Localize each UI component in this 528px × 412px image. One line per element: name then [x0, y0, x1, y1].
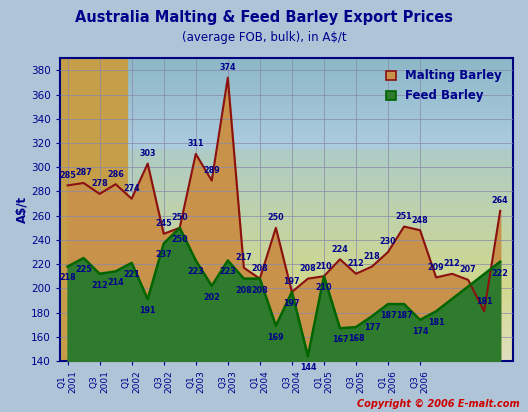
Text: 264: 264	[492, 196, 508, 205]
Text: 274: 274	[124, 184, 140, 193]
Text: 214: 214	[107, 279, 124, 287]
Text: 187: 187	[380, 311, 397, 320]
Text: 210: 210	[316, 283, 332, 292]
Text: 287: 287	[75, 169, 92, 178]
Text: 237: 237	[155, 250, 172, 260]
Text: 285: 285	[59, 171, 76, 180]
Text: 311: 311	[187, 139, 204, 148]
Text: 202: 202	[203, 293, 220, 302]
Text: 210: 210	[316, 262, 332, 271]
Text: 224: 224	[332, 245, 348, 254]
Text: 251: 251	[395, 212, 412, 221]
Text: 208: 208	[235, 286, 252, 295]
Text: 181: 181	[428, 318, 445, 327]
Text: 174: 174	[412, 327, 428, 336]
Text: 278: 278	[91, 179, 108, 188]
Text: 245: 245	[155, 219, 172, 228]
Text: Copyright © 2006 E-malt.com: Copyright © 2006 E-malt.com	[357, 399, 520, 409]
Text: 212: 212	[347, 259, 364, 268]
Text: 374: 374	[220, 63, 236, 72]
Text: 250: 250	[268, 213, 284, 222]
Text: 191: 191	[139, 306, 156, 315]
Text: 289: 289	[203, 166, 220, 175]
Text: 303: 303	[139, 149, 156, 158]
Text: 212: 212	[91, 281, 108, 290]
Text: 167: 167	[332, 335, 348, 344]
Legend: Malting Barley, Feed Barley: Malting Barley, Feed Barley	[381, 64, 507, 108]
Text: 230: 230	[380, 237, 397, 246]
Text: 221: 221	[123, 270, 140, 279]
Text: 177: 177	[364, 323, 380, 332]
Text: 207: 207	[460, 265, 476, 274]
Text: 197: 197	[284, 277, 300, 286]
Text: 169: 169	[268, 333, 284, 342]
Text: 208: 208	[251, 286, 268, 295]
Text: 250: 250	[172, 235, 188, 244]
Text: 222: 222	[492, 269, 508, 278]
Text: 217: 217	[235, 253, 252, 262]
Text: 218: 218	[364, 252, 380, 261]
Text: 187: 187	[395, 311, 412, 320]
Text: 208: 208	[299, 264, 316, 273]
Text: 197: 197	[284, 299, 300, 308]
Text: 225: 225	[75, 265, 92, 274]
Text: 209: 209	[428, 263, 445, 272]
Text: 223: 223	[220, 267, 236, 276]
Text: 144: 144	[300, 363, 316, 372]
Y-axis label: A$/t: A$/t	[15, 196, 28, 223]
Text: 212: 212	[444, 259, 460, 268]
Text: 286: 286	[107, 170, 124, 179]
Text: Australia Malting & Feed Barley Export Prices: Australia Malting & Feed Barley Export P…	[75, 10, 453, 25]
Text: 223: 223	[187, 267, 204, 276]
Text: 218: 218	[59, 274, 76, 283]
Text: 168: 168	[347, 334, 364, 343]
Text: 208: 208	[251, 264, 268, 273]
Text: 250: 250	[172, 213, 188, 222]
Text: 248: 248	[412, 215, 428, 225]
Text: 181: 181	[476, 297, 493, 306]
Text: (average FOB, bulk), in A$/t: (average FOB, bulk), in A$/t	[182, 31, 346, 44]
